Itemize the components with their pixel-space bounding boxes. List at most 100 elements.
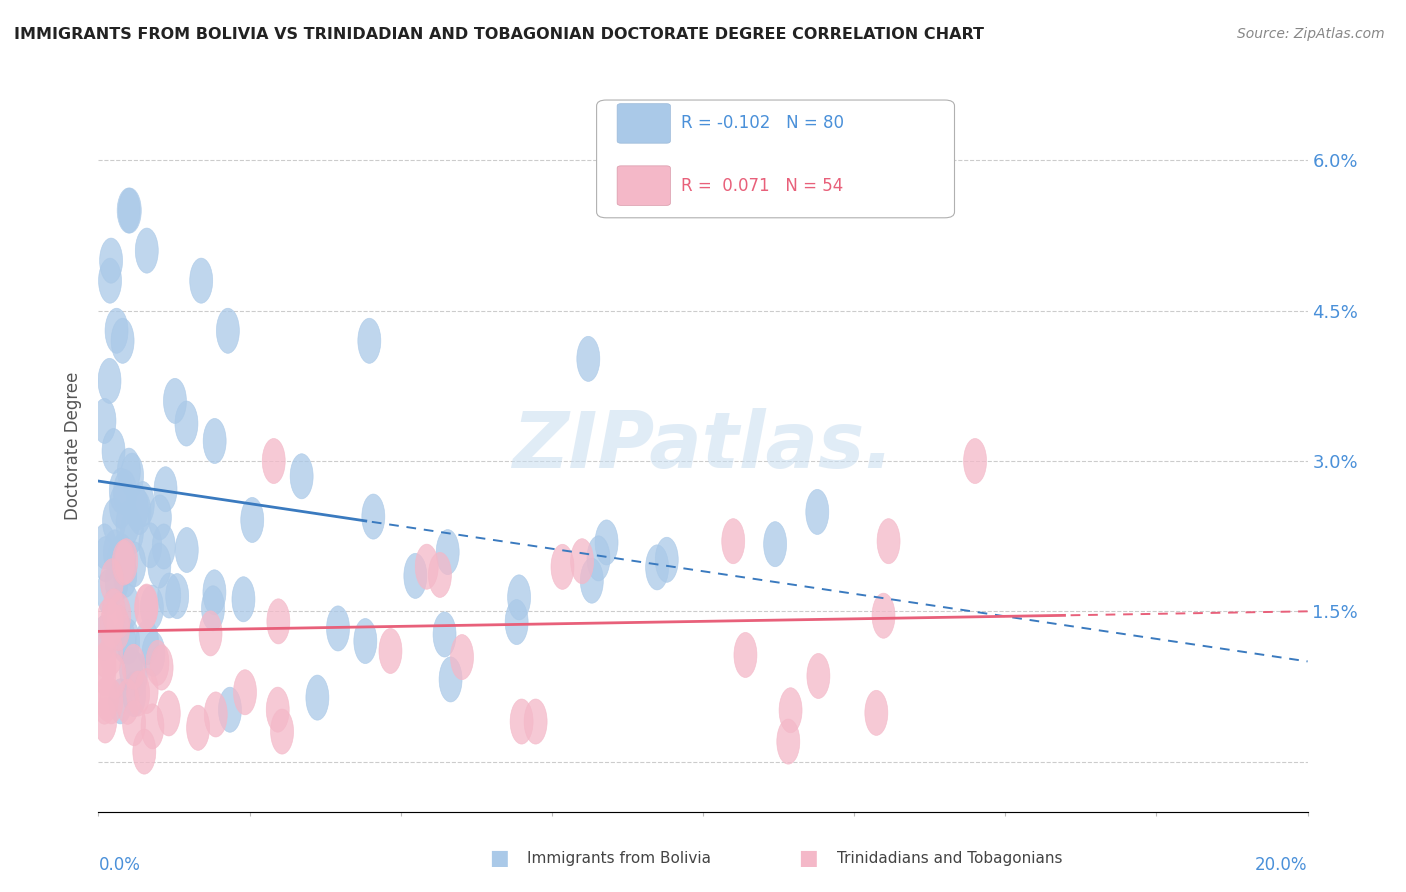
Ellipse shape <box>433 612 456 657</box>
Ellipse shape <box>450 634 474 680</box>
Ellipse shape <box>124 652 148 698</box>
Ellipse shape <box>581 558 603 603</box>
Text: ■: ■ <box>489 848 509 868</box>
Ellipse shape <box>204 692 228 737</box>
Ellipse shape <box>122 644 145 690</box>
Ellipse shape <box>142 632 165 676</box>
Text: R =  0.071   N = 54: R = 0.071 N = 54 <box>682 177 844 194</box>
Y-axis label: Doctorate Degree: Doctorate Degree <box>65 372 83 520</box>
Ellipse shape <box>439 657 463 702</box>
Text: 20.0%: 20.0% <box>1256 855 1308 873</box>
Ellipse shape <box>141 585 163 630</box>
Ellipse shape <box>110 468 132 513</box>
Ellipse shape <box>141 704 165 749</box>
Ellipse shape <box>117 680 139 724</box>
Ellipse shape <box>103 428 125 474</box>
FancyBboxPatch shape <box>617 166 671 205</box>
Ellipse shape <box>100 630 122 675</box>
Text: Source: ZipAtlas.com: Source: ZipAtlas.com <box>1237 27 1385 41</box>
Ellipse shape <box>117 583 139 629</box>
Ellipse shape <box>595 520 619 565</box>
Ellipse shape <box>118 448 141 493</box>
Ellipse shape <box>963 439 987 483</box>
Ellipse shape <box>201 586 225 631</box>
Ellipse shape <box>763 522 786 566</box>
Ellipse shape <box>877 518 900 564</box>
Ellipse shape <box>190 258 212 303</box>
Ellipse shape <box>200 611 222 656</box>
Ellipse shape <box>100 679 122 724</box>
Ellipse shape <box>135 228 159 273</box>
Text: Trinidadians and Tobagonians: Trinidadians and Tobagonians <box>837 851 1062 865</box>
Ellipse shape <box>655 537 678 582</box>
Ellipse shape <box>645 545 669 590</box>
Ellipse shape <box>204 418 226 464</box>
Ellipse shape <box>586 536 610 581</box>
Ellipse shape <box>97 599 120 643</box>
Ellipse shape <box>120 648 142 692</box>
Ellipse shape <box>97 570 120 615</box>
Ellipse shape <box>779 688 801 733</box>
Ellipse shape <box>166 574 188 619</box>
Ellipse shape <box>240 498 264 542</box>
Ellipse shape <box>118 188 141 233</box>
Ellipse shape <box>98 359 121 403</box>
Ellipse shape <box>112 539 135 583</box>
Ellipse shape <box>149 495 172 540</box>
Ellipse shape <box>148 543 170 588</box>
Ellipse shape <box>359 318 381 363</box>
Ellipse shape <box>93 632 115 677</box>
Ellipse shape <box>100 602 124 648</box>
Ellipse shape <box>174 401 198 446</box>
Ellipse shape <box>135 620 159 665</box>
Ellipse shape <box>721 518 745 564</box>
Ellipse shape <box>429 552 451 598</box>
Ellipse shape <box>415 544 439 590</box>
FancyBboxPatch shape <box>617 103 671 144</box>
Ellipse shape <box>380 629 402 673</box>
Ellipse shape <box>157 691 180 736</box>
FancyBboxPatch shape <box>596 100 955 218</box>
Ellipse shape <box>233 670 256 714</box>
Ellipse shape <box>96 676 118 721</box>
Ellipse shape <box>110 679 132 724</box>
Ellipse shape <box>128 490 150 534</box>
Ellipse shape <box>93 642 115 688</box>
Ellipse shape <box>576 336 600 382</box>
Ellipse shape <box>187 706 209 750</box>
Ellipse shape <box>571 539 593 583</box>
Ellipse shape <box>776 719 800 764</box>
Ellipse shape <box>217 309 239 353</box>
Ellipse shape <box>135 584 157 629</box>
Ellipse shape <box>734 632 756 678</box>
Ellipse shape <box>508 574 530 620</box>
Ellipse shape <box>127 671 149 716</box>
Ellipse shape <box>108 593 131 638</box>
Ellipse shape <box>551 544 574 590</box>
Ellipse shape <box>93 399 115 443</box>
Ellipse shape <box>121 453 143 498</box>
Ellipse shape <box>354 618 377 664</box>
Ellipse shape <box>110 533 134 579</box>
Ellipse shape <box>93 524 115 569</box>
Ellipse shape <box>100 558 124 604</box>
Ellipse shape <box>103 589 125 634</box>
Ellipse shape <box>103 654 127 698</box>
Ellipse shape <box>865 690 887 735</box>
Ellipse shape <box>505 599 529 645</box>
Ellipse shape <box>326 606 350 651</box>
Ellipse shape <box>121 509 143 555</box>
Text: ZIPatlas.: ZIPatlas. <box>512 408 894 484</box>
Ellipse shape <box>218 687 242 732</box>
Text: ■: ■ <box>799 848 818 868</box>
Ellipse shape <box>150 645 173 690</box>
Ellipse shape <box>93 615 115 660</box>
Ellipse shape <box>307 675 329 720</box>
Ellipse shape <box>125 485 149 531</box>
Ellipse shape <box>155 467 177 512</box>
Ellipse shape <box>404 553 427 599</box>
Ellipse shape <box>146 640 169 685</box>
Ellipse shape <box>266 687 290 732</box>
Ellipse shape <box>263 439 285 483</box>
Ellipse shape <box>806 490 828 534</box>
